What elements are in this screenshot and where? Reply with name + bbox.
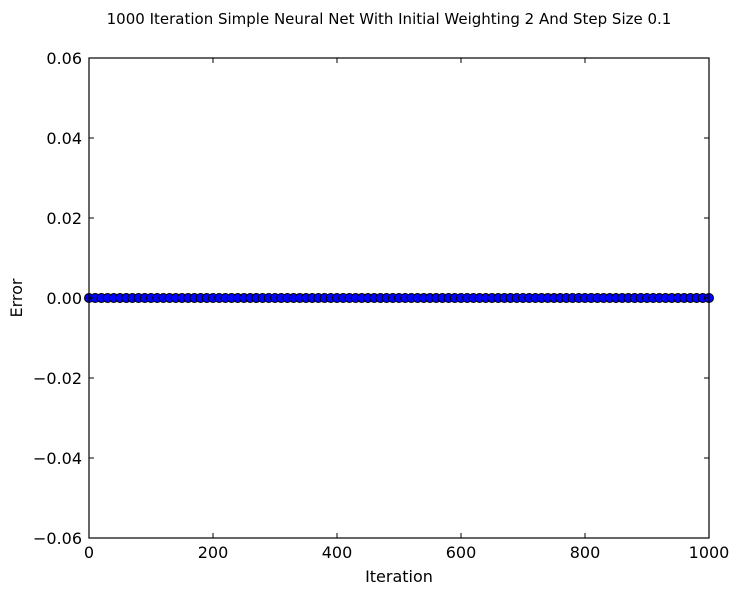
y-tick-label: −0.04 [33, 449, 82, 468]
x-tick-label: 1000 [689, 543, 730, 562]
x-axis-label: Iteration [365, 567, 433, 586]
y-tick-label: −0.06 [33, 529, 82, 548]
y-tick-label: 0.06 [46, 49, 82, 68]
x-tick-label: 200 [198, 543, 229, 562]
data-markers [84, 293, 714, 303]
x-tick-label: 0 [84, 543, 94, 562]
x-tick-label: 400 [322, 543, 353, 562]
y-axis-label: Error [7, 278, 26, 317]
chart-title: 1000 Iteration Simple Neural Net With In… [107, 10, 672, 28]
x-tick-label: 600 [446, 543, 477, 562]
x-tick-label: 800 [570, 543, 601, 562]
y-tick-label: 0.04 [46, 129, 82, 148]
y-tick-label: 0.02 [46, 209, 82, 228]
y-tick-label: −0.02 [33, 369, 82, 388]
y-tick-label: 0.00 [46, 289, 82, 308]
plot-frame [88, 57, 710, 539]
axis-ticks: 0 200 400 600 800 1000 0.06 0.04 0.02 0.00 −0.02 −0… [33, 49, 729, 562]
